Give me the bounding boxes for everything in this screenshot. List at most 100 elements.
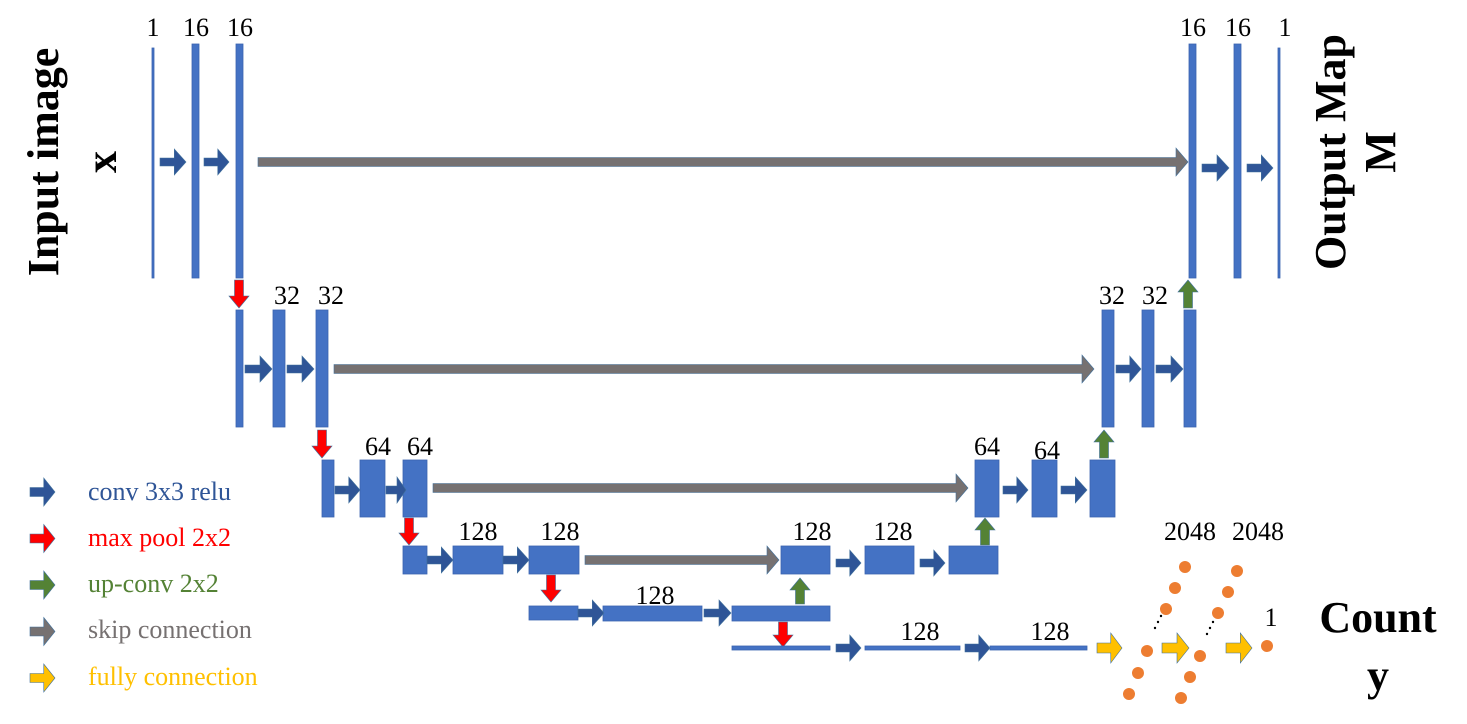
legend-label-conv: conv 3x3 relu xyxy=(88,477,231,506)
output-symbol: M xyxy=(1356,131,1405,173)
feature-map-block xyxy=(191,43,200,279)
feature-map-block xyxy=(1277,47,1281,279)
max-pool-arrow xyxy=(772,621,794,648)
channel-label: 16 xyxy=(227,13,253,42)
count-symbol: y xyxy=(1367,651,1389,700)
channel-label: 2048 xyxy=(1164,517,1216,546)
feature-map-block xyxy=(989,645,1088,651)
feature-map-block xyxy=(315,309,329,428)
channel-label: 16 xyxy=(183,13,209,42)
neuron-dot xyxy=(1141,645,1153,657)
feature-map-block xyxy=(402,459,428,518)
legend-arrow-icon xyxy=(29,663,56,693)
feature-map-block xyxy=(272,309,286,428)
channel-label: 128 xyxy=(1031,617,1070,646)
conv-arrow xyxy=(835,549,862,577)
neuron-dot xyxy=(1123,688,1135,700)
neuron-dot xyxy=(1194,650,1206,662)
feature-map-block xyxy=(1233,43,1242,279)
neuron-dot xyxy=(1261,640,1273,652)
legend-arrow-icon xyxy=(29,523,56,554)
channel-label: 2048 xyxy=(1232,517,1284,546)
channel-label: 64 xyxy=(1034,436,1060,465)
conv-arrow xyxy=(244,355,273,383)
neuron-dot xyxy=(1132,667,1144,679)
conv-arrow xyxy=(426,546,454,574)
feature-map-block xyxy=(780,545,831,575)
max-pool-arrow xyxy=(540,574,562,603)
conv-arrow xyxy=(1201,154,1230,182)
feature-map-block xyxy=(1188,43,1197,279)
channel-label: 64 xyxy=(365,432,391,461)
feature-map-block xyxy=(235,43,244,279)
output-label: Output Map xyxy=(1306,34,1355,270)
channel-label: 32 xyxy=(318,281,344,310)
max-pool-arrow xyxy=(228,279,250,309)
legend-label-fc: fully connection xyxy=(88,662,258,691)
channel-label: 128 xyxy=(541,517,580,546)
neuron-dot xyxy=(1184,671,1196,683)
feature-map-block xyxy=(402,545,428,575)
input-label: Input image xyxy=(19,48,68,277)
fc-arrow xyxy=(1161,632,1190,664)
feature-map-block xyxy=(359,459,386,518)
neuron-dot xyxy=(1179,561,1191,573)
neuron-dot xyxy=(1175,692,1187,704)
conv-arrow xyxy=(964,634,991,662)
neuron-dot xyxy=(1231,565,1243,577)
ellipsis-dot xyxy=(1211,620,1215,624)
channel-label: 128 xyxy=(459,517,498,546)
up-conv-arrow xyxy=(789,577,811,605)
feature-map-block xyxy=(528,545,580,575)
conv-arrow xyxy=(919,549,946,577)
conv-arrow xyxy=(1155,355,1184,383)
feature-map-block xyxy=(235,309,244,428)
input-symbol: x xyxy=(77,151,126,173)
max-pool-arrow xyxy=(398,517,420,546)
legend: conv 3x3 relu max pool 2x2 up-conv 2x2 s… xyxy=(88,477,258,691)
channel-label: 64 xyxy=(974,432,1000,461)
ellipsis-dot xyxy=(1208,626,1212,630)
fc-arrow xyxy=(1096,632,1123,664)
ellipsis-dot xyxy=(1159,614,1163,618)
ellipsis-dot xyxy=(1156,620,1160,624)
feature-map-block xyxy=(1089,459,1116,518)
feature-map-block xyxy=(1183,309,1197,428)
conv-arrow xyxy=(385,476,407,504)
conv-arrow xyxy=(334,476,361,504)
neuron-dot xyxy=(1222,586,1234,598)
ellipsis-dot xyxy=(1205,632,1209,636)
skip-arrow xyxy=(432,473,969,503)
skip-arrow xyxy=(333,354,1095,384)
channel-label: 128 xyxy=(636,581,675,610)
channel-label: 64 xyxy=(407,432,433,461)
conv-arrow xyxy=(703,599,732,627)
legend-label-upconv: up-conv 2x2 xyxy=(88,569,219,598)
feature-map-block xyxy=(1141,309,1155,428)
channel-label: 32 xyxy=(1099,281,1125,310)
feature-map-block xyxy=(1101,309,1115,428)
legend-label-skip: skip connection xyxy=(88,615,252,644)
feature-map-block xyxy=(528,605,579,621)
channel-label: 1 xyxy=(1279,13,1292,42)
feature-map-block xyxy=(731,605,831,622)
feature-map-block xyxy=(864,645,961,651)
channel-label: 32 xyxy=(274,281,300,310)
up-conv-arrow xyxy=(1177,279,1199,309)
channel-label: 32 xyxy=(1142,281,1168,310)
conv-arrow xyxy=(502,546,530,574)
conv-arrow xyxy=(1002,476,1029,504)
conv-arrow xyxy=(835,634,862,662)
feature-map-block xyxy=(151,47,155,279)
legend-arrow-icon xyxy=(29,477,56,507)
feature-map-block xyxy=(1031,459,1058,518)
channel-label: 1 xyxy=(147,13,160,42)
conv-arrow xyxy=(1115,355,1142,383)
feature-map-block xyxy=(974,459,1000,518)
channel-label: 1 xyxy=(1265,603,1278,632)
neuron-dot xyxy=(1169,582,1181,594)
feature-map-block xyxy=(864,545,915,575)
feature-map-block xyxy=(321,459,335,518)
legend-label-pool: max pool 2x2 xyxy=(88,523,231,552)
conv-arrow xyxy=(203,148,230,176)
